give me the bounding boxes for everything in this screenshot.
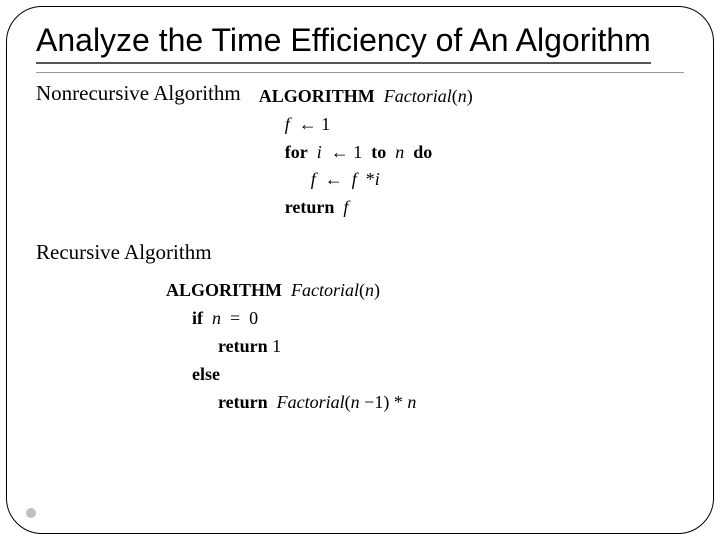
slide-title: Analyze the Time Efficiency of An Algori… [36, 22, 684, 64]
iter-header-arg: n [458, 86, 467, 106]
page-indicator-dot [26, 508, 36, 518]
recursive-label: Recursive Algorithm [36, 240, 684, 265]
rec-tail-n: n [407, 392, 416, 412]
iter-n: n [395, 142, 404, 162]
nonrecursive-row: Nonrecursive Algorithm ALGORITHM Factori… [36, 81, 684, 222]
rec-line-if: if n = 0 [166, 305, 684, 333]
iter-line-init: f ← 1 [259, 111, 473, 139]
rec-header: ALGORITHM Factorial(n) [166, 280, 380, 300]
iter-line-for: for i ← 1 to n do [259, 139, 473, 167]
slide-title-text: Analyze the Time Efficiency of An Algori… [36, 22, 651, 64]
rec-header-arg: n [365, 280, 374, 300]
iter-do-kw: do [413, 142, 432, 162]
iter-for-kw: for [285, 142, 308, 162]
iter-header: ALGORITHM Factorial(n) [259, 86, 473, 106]
iter-i2: i [375, 169, 380, 189]
rec-arg-n: n [351, 392, 360, 412]
iter-mul: * [366, 169, 375, 189]
iter-header-kw: ALGORITHM [259, 86, 375, 106]
rec-ret1-val: 1 [272, 336, 281, 356]
iter-header-name: Factorial [384, 86, 452, 106]
rec-minus: − [364, 392, 374, 412]
rec-eq: = [230, 308, 240, 328]
recursive-algorithm: ALGORITHM Factorial(n) if n = 0 return 1… [166, 277, 684, 416]
iterative-algorithm: ALGORITHM Factorial(n) f ← 1 for i ← 1 t… [259, 83, 473, 222]
rec-header-name: Factorial [291, 280, 359, 300]
iter-assign3: ← [325, 169, 343, 189]
iter-to-kw: to [371, 142, 386, 162]
rec-mul: * [394, 392, 403, 412]
title-separator [36, 72, 684, 73]
rec-header-kw: ALGORITHM [166, 280, 282, 300]
rec-if-kw: if [192, 308, 203, 328]
iter-start: 1 [353, 142, 362, 162]
rec-zero: 0 [249, 308, 258, 328]
iter-assign2: ← [331, 142, 349, 162]
rec-line-ret1: return 1 [166, 333, 684, 361]
rec-one: 1 [374, 392, 383, 412]
iter-return-val: f [343, 197, 348, 217]
iter-f2: f [311, 169, 316, 189]
iter-assign1: ← [299, 114, 317, 134]
iter-one: 1 [321, 114, 330, 134]
iter-f1: f [285, 114, 290, 134]
iter-f3: f [352, 169, 357, 189]
rec-else-kw: else [192, 364, 220, 384]
rec-n: n [212, 308, 221, 328]
rec-line-else: else [166, 361, 684, 389]
rec-call-name: Factorial [277, 392, 345, 412]
slide-content: Analyze the Time Efficiency of An Algori… [0, 0, 720, 540]
rec-ret2-kw: return [218, 392, 268, 412]
iter-i: i [317, 142, 322, 162]
iter-line-return: return f [259, 194, 473, 222]
nonrecursive-label: Nonrecursive Algorithm [36, 81, 241, 106]
iter-return-kw: return [285, 197, 335, 217]
iter-line-body: f ← f *i [259, 166, 473, 194]
rec-ret1-kw: return [218, 336, 268, 356]
rec-line-ret2: return Factorial(n −1) * n [166, 389, 684, 417]
